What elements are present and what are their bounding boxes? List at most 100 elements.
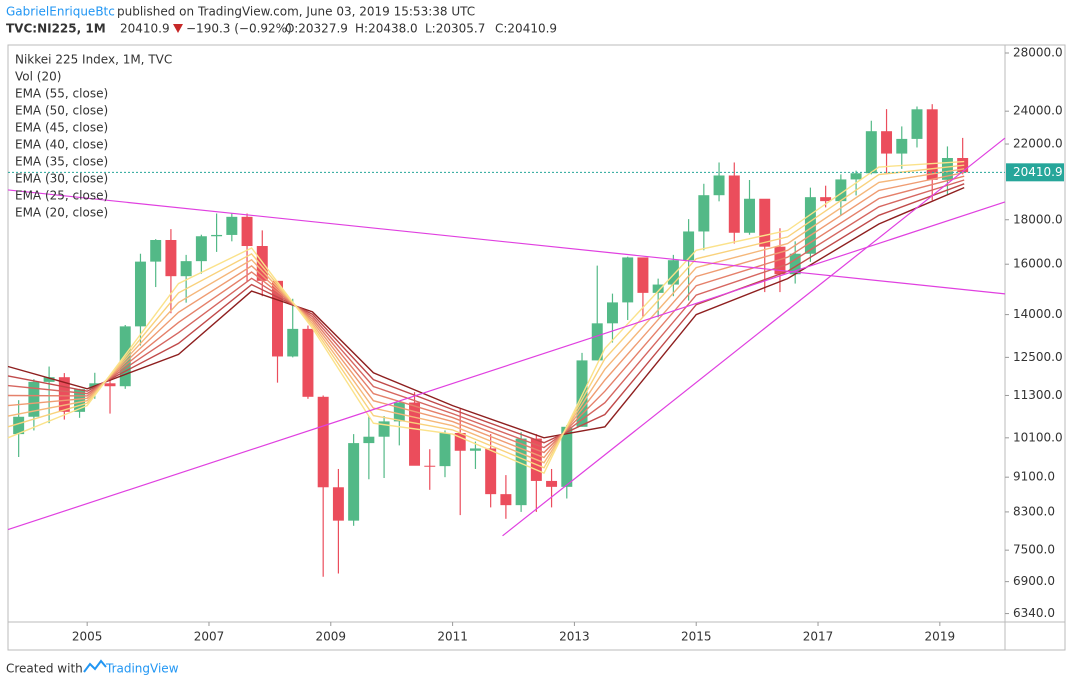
ema-line — [7, 164, 965, 469]
candle-body — [820, 197, 832, 202]
footer-brand[interactable]: TradingView — [105, 662, 179, 676]
candle-body — [409, 402, 421, 466]
x-tick-label: 2011 — [437, 630, 468, 644]
y-tick-label: 10100.0 — [1013, 430, 1063, 444]
candle-body — [728, 175, 740, 233]
candle-body — [515, 438, 527, 506]
candle-body — [713, 175, 725, 196]
legend-entry: EMA (35, close) — [15, 155, 108, 169]
candle-body — [865, 131, 877, 174]
ema-line — [7, 160, 965, 475]
candle-body — [591, 323, 603, 361]
candle-body — [759, 198, 771, 247]
candle-body — [272, 280, 283, 357]
candle-body — [58, 377, 70, 412]
candle-body — [896, 138, 908, 154]
candle-body — [74, 389, 86, 412]
candle-body — [683, 231, 695, 261]
volume-label: Vol (20) — [15, 70, 61, 84]
ema-line — [7, 175, 965, 454]
candle-body — [926, 109, 938, 180]
candle-body — [363, 436, 375, 444]
y-tick-label: 14000.0 — [1013, 307, 1063, 321]
candle-body — [28, 381, 40, 417]
candle-body — [637, 257, 649, 293]
candle-body — [485, 448, 497, 495]
y-tick-label: 9100.0 — [1013, 470, 1055, 484]
candle-body — [180, 261, 192, 277]
trendline — [502, 137, 1006, 537]
candle-body — [195, 236, 207, 262]
y-tick-label: 12500.0 — [1013, 350, 1063, 364]
down-arrow — [173, 24, 183, 33]
candle-body — [165, 239, 177, 277]
candle-body — [302, 328, 314, 397]
last-price-label: 20410.9 — [1013, 165, 1063, 179]
x-tick-label: 2017 — [803, 630, 834, 644]
y-tick-label: 8300.0 — [1013, 504, 1055, 518]
author[interactable]: GabrielEnriqueBtc — [6, 5, 115, 19]
ema-line — [7, 183, 965, 444]
legend-entry: EMA (30, close) — [15, 172, 108, 186]
legend-entry: EMA (20, close) — [15, 206, 108, 220]
candle-body — [150, 239, 162, 262]
candle-body — [424, 465, 436, 467]
candle-body — [941, 157, 953, 180]
x-tick-label: 2005 — [72, 630, 103, 644]
y-tick-label: 16000.0 — [1013, 257, 1063, 271]
candle-body — [317, 396, 329, 488]
candle-body — [469, 448, 481, 451]
logo — [83, 659, 107, 673]
candle-body — [835, 179, 847, 202]
candle-body — [332, 487, 344, 521]
close: C:20410.9 — [495, 22, 557, 36]
candle-body — [622, 257, 634, 303]
x-tick-label: 2019 — [925, 630, 956, 644]
candle-body — [43, 377, 55, 382]
candle-body — [850, 173, 862, 180]
candle-body — [393, 402, 405, 422]
candle-body — [256, 246, 268, 281]
candle-body — [606, 302, 618, 324]
candle-body — [500, 494, 512, 506]
y-tick-label: 22000.0 — [1013, 137, 1063, 151]
candle-body — [881, 131, 893, 154]
candle-body — [698, 195, 710, 232]
candle-body — [652, 284, 664, 293]
y-tick-label: 28000.0 — [1013, 46, 1063, 60]
candle-body — [744, 198, 755, 233]
ema-line — [7, 179, 965, 449]
x-tick-label: 2015 — [681, 630, 712, 644]
legend-entry: EMA (40, close) — [15, 138, 108, 152]
ema-line — [7, 168, 965, 464]
legend-entry: EMA (50, close) — [15, 104, 108, 118]
candle-body — [104, 383, 116, 387]
legend-entry: EMA (25, close) — [15, 189, 108, 203]
legend-entry: EMA (55, close) — [15, 87, 108, 101]
candle-body — [561, 426, 573, 487]
candle-body — [211, 234, 223, 237]
last-price-box — [1006, 163, 1064, 182]
candle-body — [667, 260, 679, 285]
high: H:20438.0 — [355, 22, 418, 36]
x-tick-label: 2009 — [316, 630, 347, 644]
candle-body — [226, 216, 238, 235]
y-tick-label: 6340.0 — [1013, 606, 1055, 620]
ema-line — [7, 186, 965, 439]
y-tick-label: 11300.0 — [1013, 388, 1063, 402]
y-tick-label: 7500.0 — [1013, 543, 1055, 557]
y-tick-label: 6900.0 — [1013, 574, 1055, 588]
frame — [7, 44, 1066, 651]
candle-body — [804, 197, 816, 254]
candle-body — [576, 360, 588, 427]
y-tick-label: 18000.0 — [1013, 212, 1063, 226]
candle-body — [13, 416, 25, 435]
footer-created: Created with — [6, 662, 83, 676]
trendline — [7, 189, 1006, 295]
candle-body — [546, 480, 558, 487]
price: 20410.9 — [120, 22, 170, 36]
y-tick-label: 24000.0 — [1013, 104, 1063, 118]
candle-body — [774, 246, 786, 275]
candle-body — [241, 216, 253, 247]
